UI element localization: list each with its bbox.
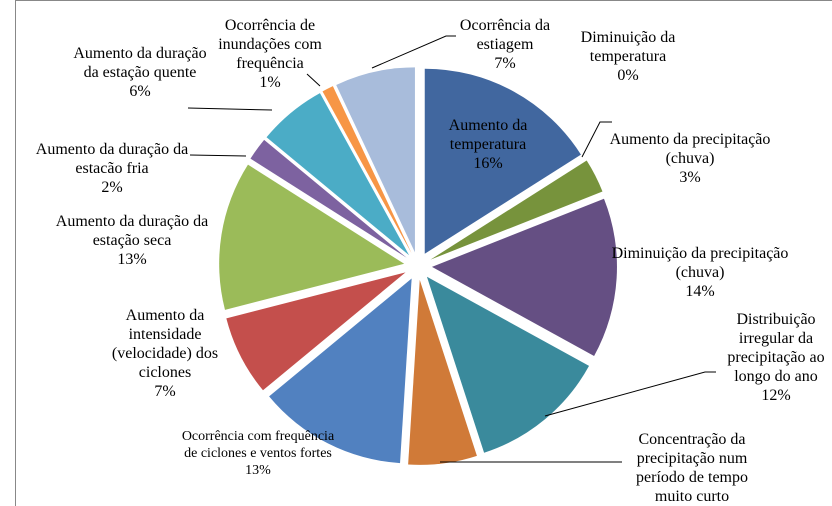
value-label: 3% bbox=[679, 169, 701, 186]
value-label: 1% bbox=[259, 74, 281, 91]
category-label: Aumento da intensidade (velocidade) dos … bbox=[111, 307, 219, 381]
category-label: Ocorrência de inundações com frequência bbox=[218, 17, 322, 72]
slice-label: Distribuição irregular da precipitação a… bbox=[716, 310, 832, 405]
category-label: Distribuição irregular da precipitação a… bbox=[727, 311, 825, 385]
value-label: 7% bbox=[154, 383, 176, 400]
category-label: Diminuição da temperatura bbox=[580, 29, 676, 65]
value-label: 0% bbox=[617, 67, 639, 84]
value-label: 13% bbox=[117, 251, 147, 268]
category-label: Aumento da temperatura bbox=[448, 117, 528, 153]
value-label: 12% bbox=[761, 387, 791, 404]
category-label: Aumento da duração da estação quente bbox=[73, 45, 207, 81]
value-label: 13% bbox=[245, 463, 271, 478]
leader-line bbox=[306, 73, 321, 87]
slice-label: Aumento da duração da estacão fria 2% bbox=[17, 140, 207, 197]
leader-line bbox=[189, 154, 247, 157]
pie-slice bbox=[219, 164, 405, 310]
pie-slice bbox=[424, 68, 581, 254]
category-label: Concentração da precipitação num período… bbox=[636, 431, 748, 505]
category-label: Aumento da duração da estacão fria bbox=[35, 141, 189, 177]
value-label: 7% bbox=[494, 55, 516, 72]
value-label: 2% bbox=[101, 179, 123, 196]
leader-line bbox=[581, 121, 612, 158]
pie-slice bbox=[431, 198, 617, 357]
slice-label: Ocorrência com frequência de ciclones e … bbox=[178, 428, 338, 479]
slice-label: Diminuição da temperatura 0% bbox=[563, 28, 693, 85]
slice-label: Aumento da duração da estação quente 6% bbox=[70, 44, 210, 101]
value-label: 16% bbox=[473, 155, 503, 172]
pie-slice bbox=[250, 139, 407, 258]
pie-slice bbox=[269, 278, 412, 464]
category-label: Aumento da duração da estação seca bbox=[55, 213, 209, 249]
slice-label: Concentração da precipitação num período… bbox=[617, 430, 767, 506]
slice-label: Diminuição da precipitação (chuva) 14% bbox=[610, 244, 790, 301]
leader-line bbox=[187, 107, 273, 111]
slice-label: Aumento da duração da estação seca 13% bbox=[37, 212, 227, 269]
frame bbox=[15, 0, 832, 506]
category-label: Aumento da precipitação (chuva) bbox=[609, 131, 771, 167]
category-label: Ocorrência com frequência de ciclones e … bbox=[181, 429, 335, 461]
slice-label: Ocorrência da estiagem 7% bbox=[440, 16, 570, 73]
pie-slice bbox=[429, 159, 587, 259]
slice-label: Aumento da precipitação (chuva) 3% bbox=[600, 130, 780, 187]
pie-slice bbox=[430, 160, 603, 260]
slice-label: Aumento da intensidade (velocidade) dos … bbox=[100, 306, 230, 401]
slice-label: Aumento da temperatura 16% bbox=[433, 116, 543, 173]
category-label: Ocorrência da estiagem bbox=[459, 17, 551, 53]
pie-slice bbox=[336, 67, 415, 253]
pie-slice bbox=[226, 272, 406, 391]
pie-slice bbox=[322, 86, 412, 254]
leader-line bbox=[371, 35, 456, 69]
slice-label: Ocorrência de inundações com frequência 1… bbox=[205, 16, 335, 92]
leader-line bbox=[544, 371, 716, 417]
pie-slice bbox=[408, 279, 477, 465]
value-label: 14% bbox=[685, 283, 715, 300]
pie-slice bbox=[266, 93, 410, 256]
pie-slice bbox=[426, 276, 590, 453]
category-label: Diminuição da precipitação (chuva) bbox=[611, 245, 789, 281]
value-label: 6% bbox=[129, 83, 151, 100]
